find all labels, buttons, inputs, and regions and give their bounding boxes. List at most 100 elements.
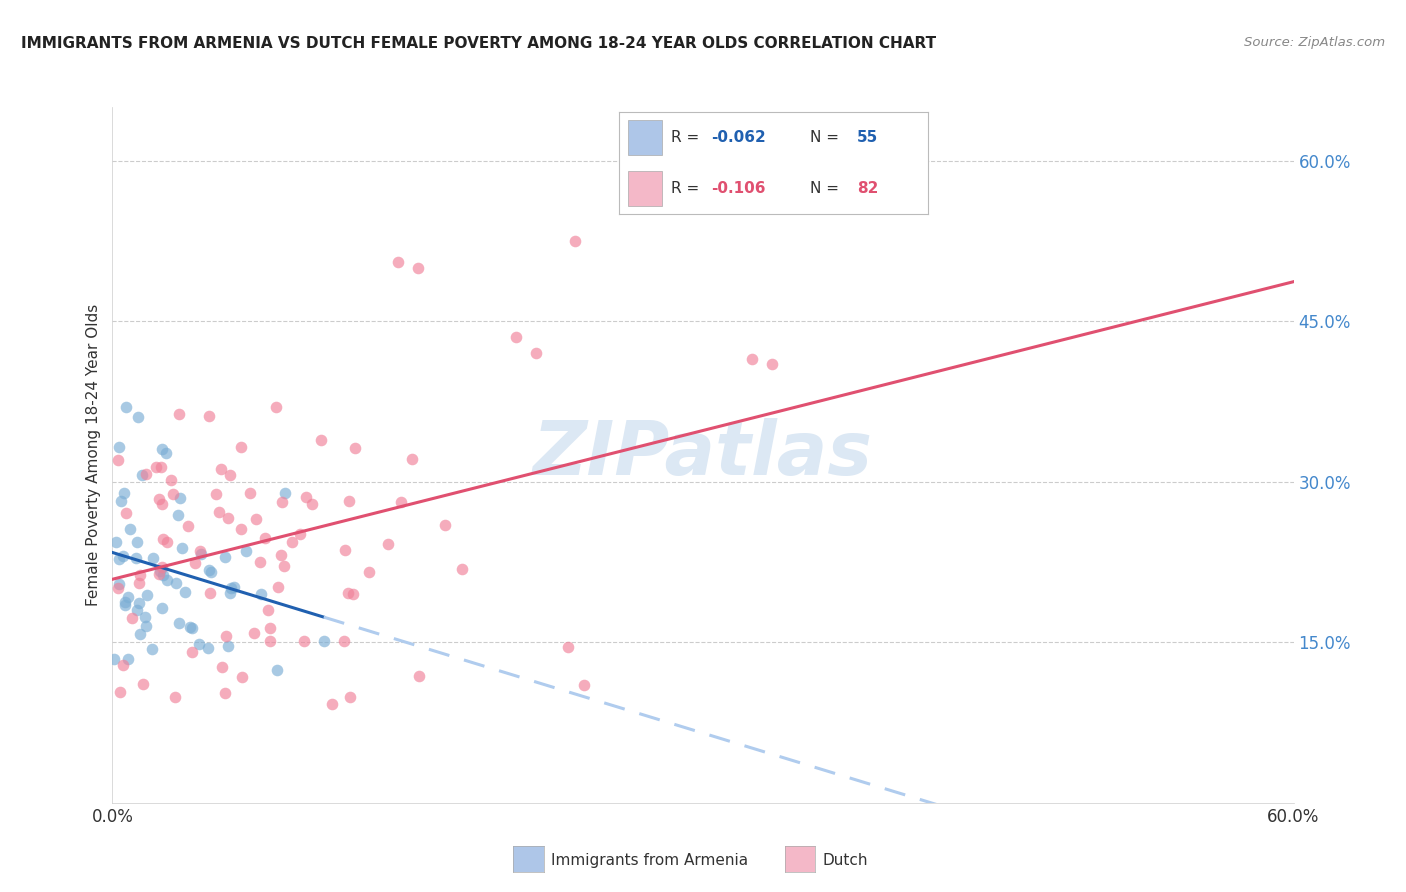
Point <box>215 629 238 643</box>
Point <box>166 508 188 523</box>
Point <box>107 581 129 595</box>
Point <box>270 548 292 562</box>
Point <box>128 596 150 610</box>
Point <box>309 434 332 448</box>
Y-axis label: Female Poverty Among 18-24 Year Olds: Female Poverty Among 18-24 Year Olds <box>86 304 101 606</box>
Point <box>108 576 131 591</box>
Point <box>112 657 135 672</box>
Point <box>150 497 173 511</box>
Point <box>132 677 155 691</box>
Point <box>117 590 139 604</box>
Point <box>125 551 148 566</box>
Point <box>129 568 152 582</box>
Point <box>264 400 287 414</box>
Point <box>377 536 399 550</box>
Point <box>229 440 252 454</box>
Text: Source: ZipAtlas.com: Source: ZipAtlas.com <box>1244 36 1385 49</box>
Point <box>401 451 423 466</box>
Point <box>160 473 183 487</box>
Point <box>103 652 125 666</box>
Point <box>142 550 165 565</box>
Point <box>273 559 295 574</box>
Point <box>114 598 136 612</box>
Text: N =: N = <box>810 181 844 196</box>
Point <box>524 346 547 360</box>
Point <box>204 487 226 501</box>
Point <box>266 663 288 677</box>
Point <box>337 493 360 508</box>
Point <box>148 491 170 506</box>
Point <box>295 490 318 504</box>
Point <box>359 566 381 580</box>
Point <box>273 486 295 500</box>
Point <box>104 535 127 549</box>
Point <box>761 357 783 371</box>
Point <box>387 255 409 269</box>
Point <box>127 410 149 425</box>
Point <box>339 690 361 704</box>
Point <box>165 690 187 705</box>
Point <box>110 494 132 508</box>
Point <box>125 603 148 617</box>
Point <box>198 585 221 599</box>
Point <box>564 234 586 248</box>
Text: -0.106: -0.106 <box>711 181 766 196</box>
Point <box>198 563 221 577</box>
Point <box>152 568 174 582</box>
Point <box>180 644 202 658</box>
Point <box>112 549 135 564</box>
Point <box>107 453 129 467</box>
Text: Immigrants from Armenia: Immigrants from Armenia <box>551 854 748 868</box>
Point <box>267 580 290 594</box>
Point <box>167 616 190 631</box>
Point <box>333 634 356 648</box>
Point <box>170 541 193 555</box>
Point <box>342 586 364 600</box>
Point <box>148 567 170 582</box>
Point <box>131 468 153 483</box>
Point <box>312 634 335 648</box>
Point <box>242 626 264 640</box>
Point <box>177 519 200 533</box>
Point <box>197 640 219 655</box>
Point <box>245 512 267 526</box>
Point <box>169 491 191 505</box>
Point <box>408 668 430 682</box>
Point <box>117 652 139 666</box>
Point <box>219 467 242 482</box>
Point <box>572 678 595 692</box>
Point <box>115 400 138 414</box>
Point <box>229 522 252 536</box>
Point <box>222 580 245 594</box>
Point <box>336 586 359 600</box>
Point <box>187 638 209 652</box>
Point <box>118 522 141 536</box>
Point <box>200 566 222 580</box>
Point <box>127 534 149 549</box>
Point <box>112 485 135 500</box>
Point <box>165 576 187 591</box>
Point <box>214 685 236 699</box>
Text: Dutch: Dutch <box>823 854 868 868</box>
Point <box>152 532 174 546</box>
Point <box>156 573 179 587</box>
Point <box>217 639 239 653</box>
Point <box>115 506 138 520</box>
Point <box>128 576 150 591</box>
Point <box>134 609 156 624</box>
Text: R =: R = <box>671 129 704 145</box>
Text: -0.062: -0.062 <box>711 129 766 145</box>
Point <box>231 670 253 684</box>
Point <box>190 547 212 561</box>
Text: R =: R = <box>671 181 704 196</box>
Point <box>108 440 131 454</box>
Point <box>217 510 239 524</box>
Point <box>301 497 323 511</box>
Point <box>108 552 131 566</box>
Point <box>271 495 294 509</box>
Point <box>741 351 763 366</box>
Point <box>114 595 136 609</box>
FancyBboxPatch shape <box>628 120 662 154</box>
Point <box>184 556 207 570</box>
FancyBboxPatch shape <box>628 171 662 206</box>
